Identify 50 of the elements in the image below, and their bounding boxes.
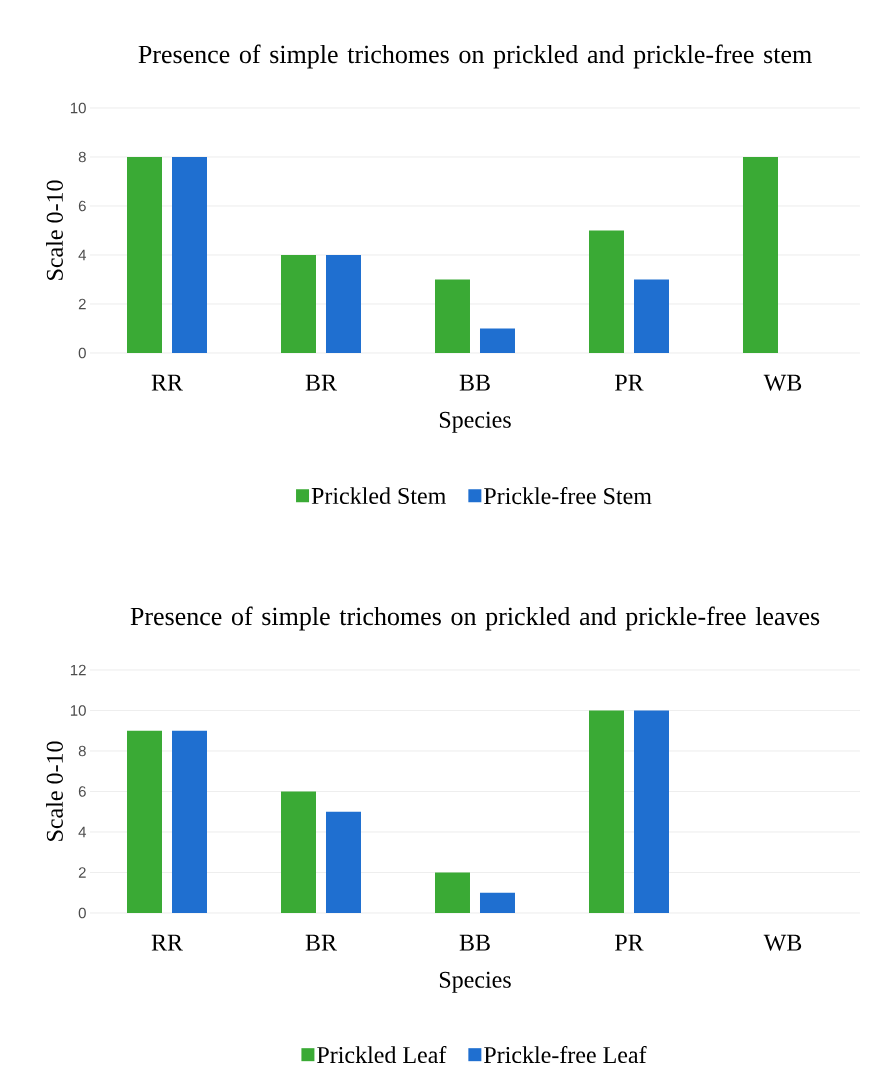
x-axis-title: Species xyxy=(439,411,511,433)
legend-label: Prickled Leaf xyxy=(317,1045,447,1064)
y-tick-label: 10 xyxy=(70,705,86,716)
bar xyxy=(634,710,669,913)
bar xyxy=(127,157,162,353)
x-tick-label: WB xyxy=(763,374,802,391)
bar xyxy=(172,157,207,353)
bar xyxy=(435,279,470,353)
x-tick-label: PR xyxy=(615,374,644,391)
legend-label: Prickled Stem xyxy=(311,487,446,505)
bar xyxy=(435,872,470,913)
y-tick-label: 6 xyxy=(78,786,86,797)
x-tick-label: BR xyxy=(305,934,337,951)
y-tick-label: 6 xyxy=(78,200,86,212)
bar xyxy=(172,730,207,913)
bar xyxy=(480,892,515,913)
x-tick-label: BB xyxy=(459,934,490,951)
x-tick-label: RR xyxy=(151,934,183,951)
y-axis-title: Scale 0-10 xyxy=(46,180,63,280)
chart-title: Presence of simple trichomes on prickled and prickle-free stem xyxy=(138,44,812,69)
x-tick-label: RR xyxy=(151,374,183,391)
bar xyxy=(127,730,162,913)
y-tick-label: 12 xyxy=(70,664,86,676)
bar xyxy=(634,279,669,353)
y-axis-title: Scale 0-10 xyxy=(46,741,63,841)
bar xyxy=(326,811,361,913)
legend-label: Prickle-free Stem xyxy=(484,487,652,505)
x-axis-title: Species xyxy=(439,971,511,993)
bar xyxy=(480,328,515,353)
y-tick-label: 4 xyxy=(78,826,87,838)
x-tick-label: BB xyxy=(459,374,490,391)
bar xyxy=(743,157,778,353)
bar xyxy=(281,791,316,913)
y-tick-label: 10 xyxy=(70,102,86,114)
y-tick-label: 2 xyxy=(78,298,86,310)
x-tick-label: BR xyxy=(305,374,337,391)
y-tick-label: 0 xyxy=(78,907,86,919)
bar xyxy=(281,254,316,353)
bar xyxy=(589,230,624,353)
y-tick-label: 2 xyxy=(78,867,86,878)
x-tick-label: PR xyxy=(615,934,644,951)
y-tick-label: 8 xyxy=(78,745,86,757)
x-tick-label: WB xyxy=(763,934,802,951)
y-tick-label: 4 xyxy=(78,249,87,261)
y-tick-label: 8 xyxy=(78,151,86,163)
chart-title: Presence of simple trichomes on prickled and prickle-free leaves xyxy=(130,606,820,631)
y-tick-label: 0 xyxy=(78,347,86,359)
bar xyxy=(326,254,361,353)
bar xyxy=(589,710,624,913)
legend-label: Prickle-free Leaf xyxy=(484,1045,647,1064)
